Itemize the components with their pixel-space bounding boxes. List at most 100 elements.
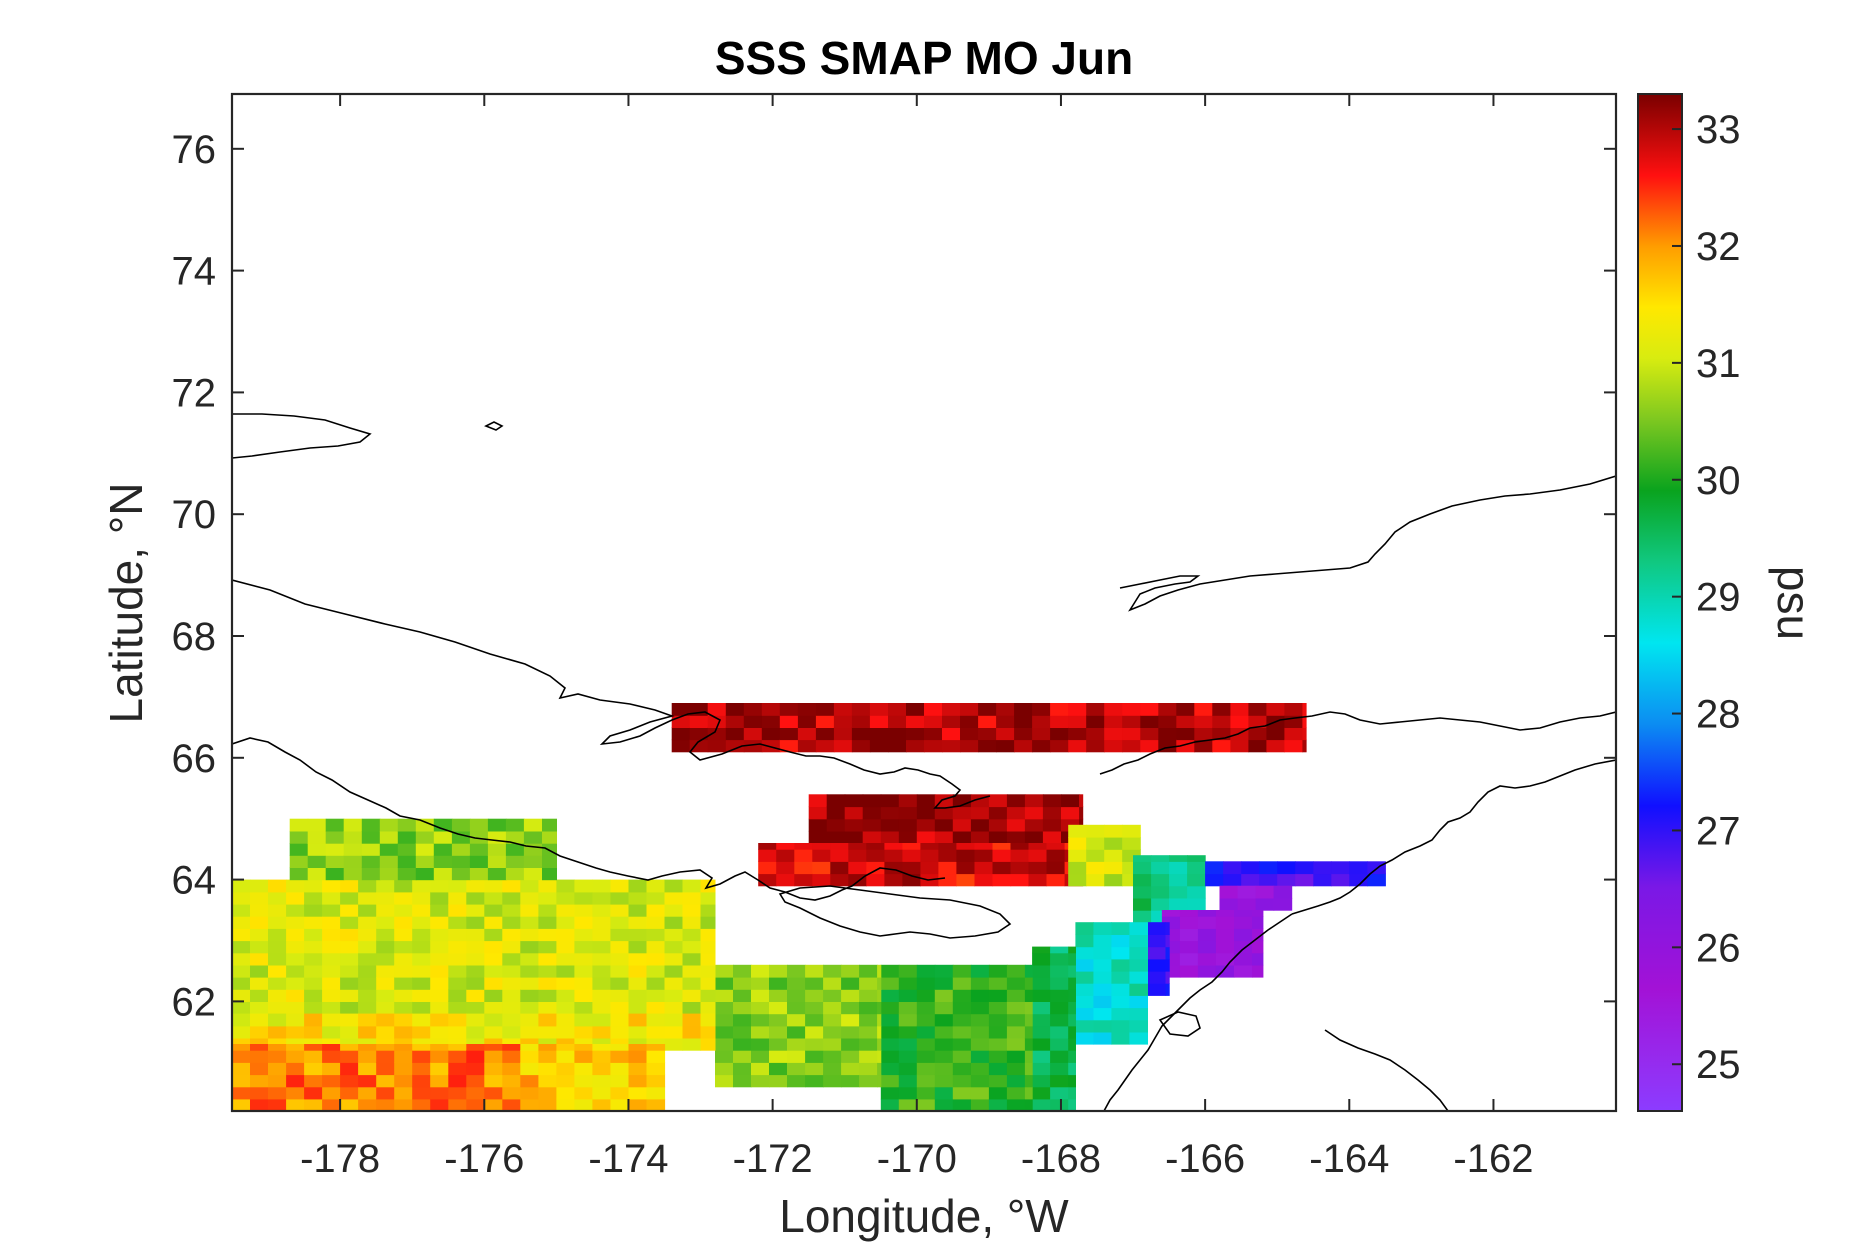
heatmap-cell <box>1032 727 1051 741</box>
heatmap-cell <box>700 952 716 966</box>
heatmap-cell <box>1079 806 1084 820</box>
heatmap-cell <box>823 964 842 978</box>
y-tick-label: 74 <box>172 250 217 294</box>
heatmap-cell <box>556 1001 575 1015</box>
heatmap-cell <box>340 879 359 893</box>
heatmap-cell <box>628 1013 648 1027</box>
heatmap-cell <box>826 794 846 808</box>
heatmap-cell <box>880 1086 900 1100</box>
heatmap-cell <box>1295 873 1314 887</box>
heatmap-cell <box>646 879 666 893</box>
heatmap-cell <box>1024 1074 1033 1088</box>
heatmap-cell <box>841 1074 860 1088</box>
heatmap-cell <box>934 1074 954 1088</box>
heatmap-cell <box>646 1044 666 1051</box>
heatmap-cell <box>523 855 543 868</box>
heatmap-cell <box>268 1062 287 1076</box>
heatmap-cell <box>1024 1037 1033 1051</box>
heatmap-cell <box>906 739 925 753</box>
heatmap-cell <box>978 703 997 716</box>
heatmap-cell <box>916 1074 936 1088</box>
heatmap-cell <box>250 1001 269 1015</box>
heatmap-cell <box>862 806 882 820</box>
heatmap-cell <box>1122 715 1141 728</box>
plot-frame <box>230 92 1618 1113</box>
heatmap-cell <box>538 1001 557 1015</box>
heatmap-cell <box>322 879 341 893</box>
heatmap-cell <box>1205 873 1224 887</box>
heatmap-cell <box>988 1025 1008 1039</box>
heatmap-cell <box>286 1044 305 1051</box>
heatmap-cell <box>898 1037 918 1051</box>
heatmap-cell <box>1234 928 1253 942</box>
heatmap-cell <box>805 964 824 978</box>
heatmap-cell <box>286 1098 305 1111</box>
heatmap-cell <box>542 830 557 844</box>
heatmap-cell <box>646 1062 666 1076</box>
heatmap-cell <box>1273 885 1293 899</box>
heatmap-cell <box>1129 946 1148 960</box>
heatmap-cell <box>751 1037 770 1051</box>
heatmap-cell <box>1032 1013 1051 1027</box>
heatmap-cell <box>322 964 341 978</box>
heatmap-cell <box>1302 715 1307 728</box>
heatmap-cell <box>322 916 341 929</box>
heatmap-cell <box>1176 703 1195 716</box>
heatmap-cell <box>250 1074 269 1088</box>
heatmap-cell <box>232 940 251 954</box>
heatmap-cell <box>1252 928 1264 942</box>
heatmap-cell <box>538 928 557 942</box>
heatmap-cell <box>484 1001 503 1015</box>
heatmap-cell <box>898 1013 918 1027</box>
heatmap-cell <box>289 830 309 844</box>
heatmap-cell <box>394 1074 413 1088</box>
heatmap-cell <box>304 964 323 978</box>
heatmap-cell <box>805 1013 824 1027</box>
heatmap-cell <box>1086 861 1105 875</box>
heatmap-cell <box>988 1074 1008 1088</box>
heatmap-cell <box>906 703 925 716</box>
heatmap-cell <box>898 964 918 978</box>
heatmap-cell <box>448 952 467 966</box>
heatmap-cell <box>358 977 377 990</box>
heatmap-cell <box>1165 983 1170 996</box>
heatmap-cell <box>628 1086 648 1100</box>
heatmap-cell <box>1313 861 1332 875</box>
y-tick-label: 70 <box>172 493 217 537</box>
heatmap-cell <box>761 727 781 741</box>
heatmap-cell <box>988 1001 1008 1015</box>
heatmap-cell <box>574 928 593 942</box>
heatmap-cell <box>866 849 885 862</box>
heatmap-cell <box>1079 794 1084 808</box>
colorbar-tick-label: 27 <box>1696 809 1741 853</box>
heatmap-cell <box>448 1001 467 1015</box>
heatmap-cell <box>880 806 900 820</box>
heatmap-cell <box>232 964 251 978</box>
heatmap-cell <box>250 1098 269 1111</box>
heatmap-cell <box>232 1098 251 1111</box>
heatmap-cell <box>1042 806 1062 820</box>
heatmap-cell <box>520 1013 539 1027</box>
heatmap-cell <box>823 1001 842 1015</box>
heatmap-cell <box>394 964 413 978</box>
heatmap-cell <box>343 818 363 832</box>
colorbar-label: psu <box>1768 566 1820 640</box>
heatmap-cell <box>268 1025 287 1039</box>
heatmap-cell <box>268 989 287 1002</box>
heatmap-cell <box>938 849 957 862</box>
heatmap-cell <box>844 794 864 808</box>
heatmap-cell <box>340 1050 359 1063</box>
heatmap-cell <box>898 1098 918 1111</box>
heatmap-cell <box>916 1098 936 1111</box>
heatmap-cell <box>538 940 557 954</box>
heatmap-cell <box>502 1098 521 1111</box>
heatmap-cell <box>1169 897 1188 911</box>
heatmap-cell <box>1234 964 1253 978</box>
x-tick-label: -178 <box>300 1137 380 1181</box>
heatmap-cell <box>1032 946 1051 954</box>
heatmap-cell <box>715 1001 734 1015</box>
heatmap-cell <box>1179 910 1199 917</box>
heatmap-cell <box>751 964 770 978</box>
heatmap-cell <box>1010 861 1030 875</box>
